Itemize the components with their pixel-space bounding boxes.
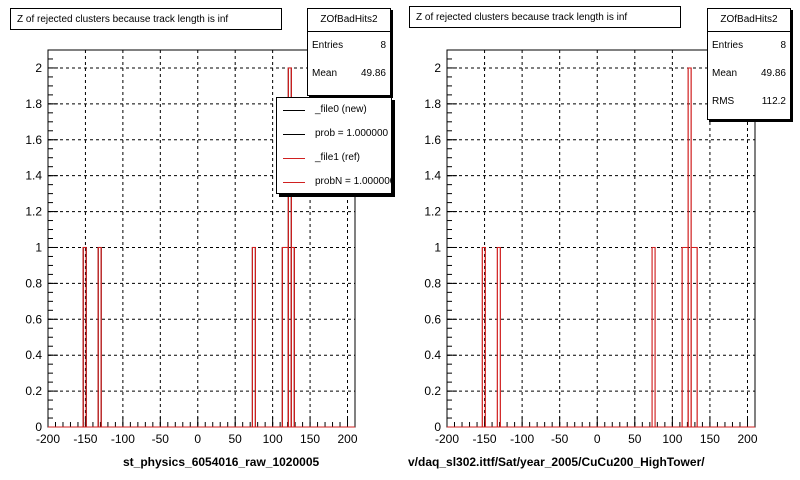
- left-canvas-pad: -200 -150 -100 -50 0 50 100 150 200 0 0.2 0.4 0.6 0.8…: [10, 8, 392, 469]
- left-ytick-label-6: 1.2: [25, 205, 42, 219]
- left-xtick-label-6: 100: [263, 432, 283, 446]
- left-ytick-label-9: 1.8: [25, 97, 42, 111]
- legend-entry-probN: probN = 1.000000: [277, 170, 392, 193]
- right-stats-mean: Mean 49.86: [708, 60, 790, 88]
- right-ytick-label-10: 2: [434, 61, 441, 75]
- right-ytick-label-6: 1.2: [424, 205, 441, 219]
- legend-label-file1: _file1 (ref): [315, 152, 361, 163]
- left-chart-title: Z of rejected clusters because track len…: [10, 8, 282, 30]
- left-series-1-bin-3: [281, 246, 289, 428]
- right-ytick-label-7: 1.4: [424, 169, 441, 183]
- right-stats-rms-value: 112.2: [761, 96, 786, 107]
- right-ytick-label-4: 0.8: [424, 276, 441, 290]
- left-stats-entries: Entries 8: [308, 32, 390, 60]
- legend-entry-prob: prob = 1.000000: [277, 122, 391, 146]
- legend-label-file0: _file0 (new): [315, 104, 367, 115]
- left-xtick-label-0: -200: [36, 432, 60, 446]
- left-ytick-label-4: 0.8: [25, 276, 42, 290]
- right-series-0-bin-0: [481, 246, 486, 428]
- left-xtick-label-2: -100: [111, 432, 135, 446]
- right-xtick-label-4: 0: [594, 432, 601, 446]
- left-xtick-label-4: 0: [194, 432, 201, 446]
- right-histogram-plot: -200 -150 -100 -50 0 50 100 150 200 0 0.2 0.4 0.6 0.8…: [424, 49, 758, 446]
- left-stats-entries-label: Entries: [312, 40, 344, 51]
- right-ytick-label-3: 0.6: [424, 312, 441, 326]
- right-xtick-label-1: -150: [473, 432, 497, 446]
- left-stats-box: ZOfBadHits2 Entries 8 Mean 49.86: [307, 8, 391, 96]
- legend-entry-file0: _file0 (new): [277, 98, 391, 122]
- legend-line-file1: [283, 158, 305, 159]
- right-xtick-label-8: 200: [737, 432, 757, 446]
- right-series-0-bin-5: [690, 246, 698, 428]
- right-stats-mean-label: Mean: [712, 68, 738, 79]
- right-stats-mean-value: 49.86: [760, 68, 786, 79]
- right-ytick-label-0: 0: [434, 420, 441, 434]
- left-series-1-bin-0: [82, 246, 87, 428]
- right-xtick-label-7: 150: [700, 432, 720, 446]
- right-xtick-label-3: -50: [551, 432, 569, 446]
- right-series-0-bin-3: [681, 246, 689, 428]
- left-ytick-label-3: 0.6: [25, 312, 42, 326]
- left-ytick-label-5: 1: [35, 240, 42, 254]
- legend-label-prob: prob = 1.000000: [315, 128, 389, 139]
- left-stats-mean: Mean 49.86: [308, 60, 390, 88]
- right-xtick-label-5: 50: [628, 432, 642, 446]
- right-stats-name: ZOfBadHits2: [708, 9, 790, 32]
- right-ytick-label-2: 0.4: [424, 348, 441, 362]
- left-ytick-label-7: 1.4: [25, 169, 42, 183]
- right-canvas-pad: -200 -150 -100 -50 0 50 100 150 200 0 0.2 0.4 0.6 0.8…: [400, 0, 800, 480]
- left-stats-name: ZOfBadHits2: [308, 9, 390, 32]
- right-ytick-label-8: 1.6: [424, 133, 441, 147]
- right-series-0-bin-2: [651, 246, 656, 428]
- right-series-0-bin-1: [496, 246, 501, 428]
- left-series-1-bin-2: [251, 246, 256, 428]
- legend-line-probN: [283, 182, 305, 183]
- right-stats-entries-value: 8: [780, 40, 786, 51]
- right-xtick-label-2: -100: [510, 432, 534, 446]
- left-ytick-label-8: 1.6: [25, 133, 42, 147]
- left-ytick-label-2: 0.4: [25, 348, 42, 362]
- right-chart-title: Z of rejected clusters because track len…: [409, 6, 681, 28]
- right-x-axis-label: v/daq_sl302.ittf/Sat/year_2005/CuCu200_H…: [408, 455, 705, 469]
- left-stats-entries-value: 8: [380, 40, 386, 51]
- left-xtick-label-8: 200: [337, 432, 357, 446]
- right-xtick-label-6: 100: [662, 432, 682, 446]
- right-ytick-label-1: 0.2: [424, 384, 441, 398]
- left-histogram-plot: -200 -150 -100 -50 0 50 100 150 200 0 0.2 0.4 0.6 0.8…: [25, 49, 358, 446]
- left-xtick-label-3: -50: [152, 432, 170, 446]
- left-xtick-label-5: 50: [229, 432, 243, 446]
- right-stats-box: ZOfBadHits2 Entries 8 Mean 49.86 RMS 112…: [707, 8, 791, 120]
- right-stats-rms-label: RMS: [712, 96, 735, 107]
- right-stats-rms: RMS 112.2: [708, 88, 790, 116]
- left-series-1-bin-1: [97, 246, 102, 428]
- left-series-0-bin-3: [281, 246, 289, 428]
- left-stats-mean-value: 49.86: [360, 68, 386, 79]
- right-ytick-label-5: 1: [434, 240, 441, 254]
- left-legend: _file0 (new) prob = 1.000000 _file1 (ref…: [276, 97, 392, 194]
- left-ytick-label-0: 0: [35, 420, 42, 434]
- right-stats-entries: Entries 8: [708, 32, 790, 60]
- right-stats-entries-label: Entries: [712, 40, 744, 51]
- left-xtick-label-1: -150: [73, 432, 97, 446]
- left-stats-mean-label: Mean: [312, 68, 338, 79]
- right-series-0-outline: [447, 67, 755, 428]
- left-ytick-label-10: 2: [35, 61, 42, 75]
- left-xtick-label-7: 150: [300, 432, 320, 446]
- right-ytick-label-9: 1.8: [424, 97, 441, 111]
- left-x-axis-label: st_physics_6054016_raw_1020005: [123, 455, 320, 469]
- legend-line-file0: [283, 110, 305, 111]
- legend-line-prob: [283, 134, 305, 135]
- legend-label-probN: probN = 1.000000: [315, 176, 392, 187]
- left-ytick-label-1: 0.2: [25, 384, 42, 398]
- legend-entry-file1: _file1 (ref): [277, 146, 391, 170]
- left-series-1-bin-5: [290, 246, 295, 428]
- right-xtick-label-0: -200: [435, 432, 459, 446]
